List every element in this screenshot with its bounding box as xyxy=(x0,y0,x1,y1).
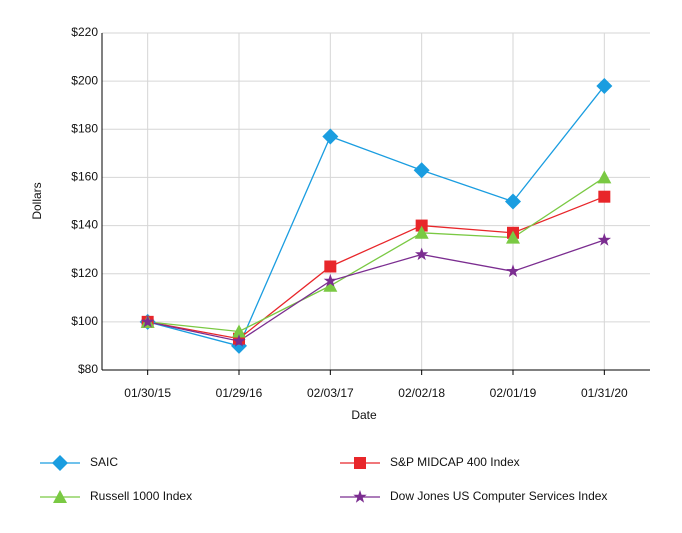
y-tick-label: $180 xyxy=(71,121,98,135)
data-point xyxy=(596,77,613,94)
x-tick-label: 02/02/18 xyxy=(398,386,445,400)
series-line xyxy=(147,239,605,342)
legend-marker xyxy=(53,490,67,503)
data-point xyxy=(506,264,520,277)
legend-label: S&P MIDCAP 400 Index xyxy=(390,455,520,469)
data-point xyxy=(505,193,521,210)
data-point xyxy=(597,170,612,184)
series-line xyxy=(147,196,605,340)
x-tick-label: 01/29/16 xyxy=(216,386,263,400)
y-tick-label: $120 xyxy=(71,266,98,280)
legend-marker xyxy=(354,457,366,469)
x-tick-label: 01/31/20 xyxy=(581,386,628,400)
legend-label: Russell 1000 Index xyxy=(90,489,192,503)
y-tick-label: $80 xyxy=(78,362,98,376)
data-point xyxy=(323,273,337,287)
data-point xyxy=(141,314,155,328)
data-point xyxy=(414,225,429,239)
y-tick-label: $100 xyxy=(71,314,98,328)
legend-marker xyxy=(52,455,68,471)
x-tick-label: 01/30/15 xyxy=(124,386,171,400)
y-tick-label: $140 xyxy=(71,218,98,232)
legend-label: Dow Jones US Computer Services Index xyxy=(390,489,607,503)
data-point xyxy=(232,324,246,338)
x-tick-label: 02/01/19 xyxy=(490,386,537,400)
data-point xyxy=(323,278,338,292)
x-tick-label: 02/03/17 xyxy=(307,386,354,400)
data-point xyxy=(597,233,611,246)
y-axis-title: Dollars xyxy=(30,182,44,219)
legend-label: SAIC xyxy=(90,455,118,469)
y-tick-label: $160 xyxy=(71,170,98,184)
series-line xyxy=(147,176,605,333)
y-tick-label: $220 xyxy=(71,25,98,39)
data-point xyxy=(232,334,246,347)
legend-marker xyxy=(353,490,367,503)
data-point xyxy=(324,260,337,273)
data-point xyxy=(506,230,520,244)
data-point xyxy=(413,162,430,179)
data-point xyxy=(415,219,428,232)
data-point xyxy=(415,247,429,261)
data-point xyxy=(322,128,339,145)
y-tick-label: $200 xyxy=(71,73,98,87)
x-axis-title: Date xyxy=(351,408,377,422)
series-line xyxy=(147,85,605,347)
data-point xyxy=(598,190,611,203)
